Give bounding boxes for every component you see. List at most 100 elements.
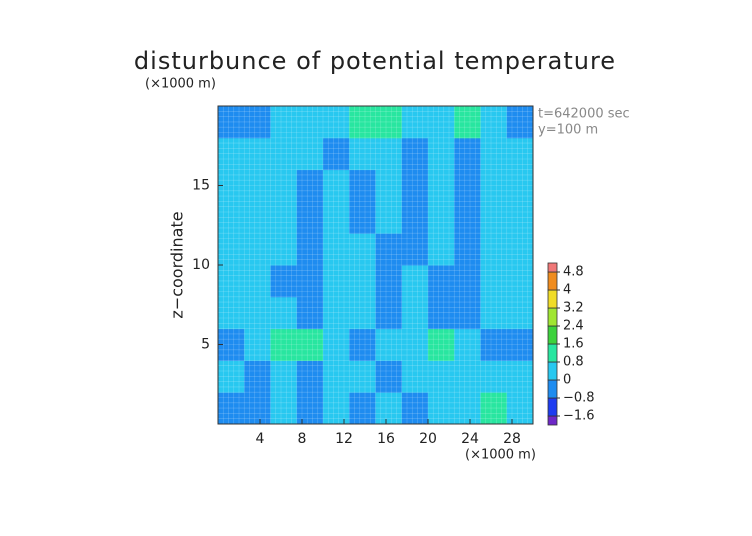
colorbar-label: 4.8: [563, 265, 584, 280]
field-cell: [428, 137, 455, 171]
colorbar-box: [547, 379, 558, 399]
field-cell: [323, 296, 350, 330]
colorbar-box: [547, 397, 558, 417]
field-cell: [218, 201, 245, 234]
field-cell: [270, 265, 298, 298]
field-cell: [480, 265, 508, 298]
field-cell: [454, 137, 481, 171]
field-cell: [401, 296, 429, 330]
y-tick-label: 10: [192, 257, 210, 273]
field-cell: [480, 233, 508, 266]
field-cell: [349, 296, 376, 330]
field-cell: [296, 137, 324, 171]
field-cell: [218, 137, 245, 171]
field-cell: [428, 328, 455, 361]
field-cell: [323, 328, 350, 361]
field-cell: [244, 137, 271, 171]
field-cell: [296, 296, 324, 330]
colorbar-label: 2.4: [563, 319, 584, 334]
colorbar-label: −0.8: [563, 391, 595, 406]
field-cell: [244, 106, 271, 139]
field-cell: [428, 233, 455, 266]
field-cell: [428, 169, 455, 202]
field-cell: [506, 296, 534, 330]
chart-title: disturbunce of potential temperature: [134, 47, 616, 75]
field-cell: [480, 201, 508, 234]
colorbar-box: [547, 325, 558, 345]
field-cell: [428, 392, 455, 425]
colorbar-box: [547, 343, 558, 363]
y-unit: (×1000 m): [145, 77, 216, 92]
field-cell: [244, 201, 271, 234]
field-cell: [296, 392, 324, 425]
annotation: y=100 m: [538, 123, 598, 138]
field-cell: [375, 169, 403, 202]
field-cell: [323, 360, 350, 393]
field-cell: [296, 201, 324, 234]
field-cell: [296, 169, 324, 202]
field-cell: [480, 137, 508, 171]
field-cell: [218, 392, 245, 425]
colorbar-box: [547, 262, 558, 273]
colorbar-label: 0: [563, 373, 571, 388]
field-cell: [401, 360, 429, 393]
field-cell: [349, 328, 376, 361]
field-cell: [454, 392, 481, 425]
field-cell: [323, 106, 350, 139]
x-tick-label: 16: [377, 431, 395, 447]
field-cell: [270, 201, 298, 234]
field-cell: [480, 296, 508, 330]
field-cell: [454, 296, 481, 330]
field-cell: [506, 106, 534, 139]
field-cell: [349, 106, 376, 139]
field-cell: [401, 233, 429, 266]
colorbar-label: 1.6: [563, 337, 584, 352]
field-cell: [428, 265, 455, 298]
field-cell: [454, 233, 481, 266]
field-cell: [349, 201, 376, 234]
field-cell: [480, 169, 508, 202]
x-tick-label: 8: [298, 431, 307, 447]
colorbar-label: −1.6: [563, 409, 595, 424]
x-tick-label: 28: [503, 431, 521, 447]
field-cell: [296, 106, 324, 139]
field-cell: [506, 201, 534, 234]
field-cell: [454, 169, 481, 202]
field-cell: [244, 296, 271, 330]
field-cell: [270, 137, 298, 171]
y-tick-label: 5: [201, 337, 210, 353]
colorbar-box: [547, 307, 558, 327]
field-cell: [506, 360, 534, 393]
field-cell: [506, 392, 534, 425]
field-cell: [506, 265, 534, 298]
field-cell: [428, 296, 455, 330]
field-cell: [244, 169, 271, 202]
colorbar-label: 0.8: [563, 355, 584, 370]
field-cell: [296, 328, 324, 361]
y-axis-label: z−coordinate: [168, 211, 187, 318]
field-cell: [218, 360, 245, 393]
x-tick-label: 20: [419, 431, 437, 447]
x-tick-label: 24: [461, 431, 479, 447]
field-cell: [270, 392, 298, 425]
field-cell: [375, 265, 403, 298]
field-cell: [506, 169, 534, 202]
field-cell: [480, 360, 508, 393]
field-cell: [270, 360, 298, 393]
x-unit: (×1000 m): [465, 448, 536, 463]
field-cell: [428, 106, 455, 139]
field-cell: [454, 360, 481, 393]
field-cell: [218, 265, 245, 298]
field-cell: [506, 137, 534, 171]
field-cell: [270, 328, 298, 361]
field-cell: [218, 296, 245, 330]
field-cell: [454, 106, 481, 139]
field-cell: [296, 233, 324, 266]
x-tick-label: 4: [256, 431, 265, 447]
field-cell: [401, 328, 429, 361]
field-cell: [428, 201, 455, 234]
field-cell: [401, 137, 429, 171]
field-cell: [244, 265, 271, 298]
annotation: t=642000 sec: [538, 107, 630, 122]
